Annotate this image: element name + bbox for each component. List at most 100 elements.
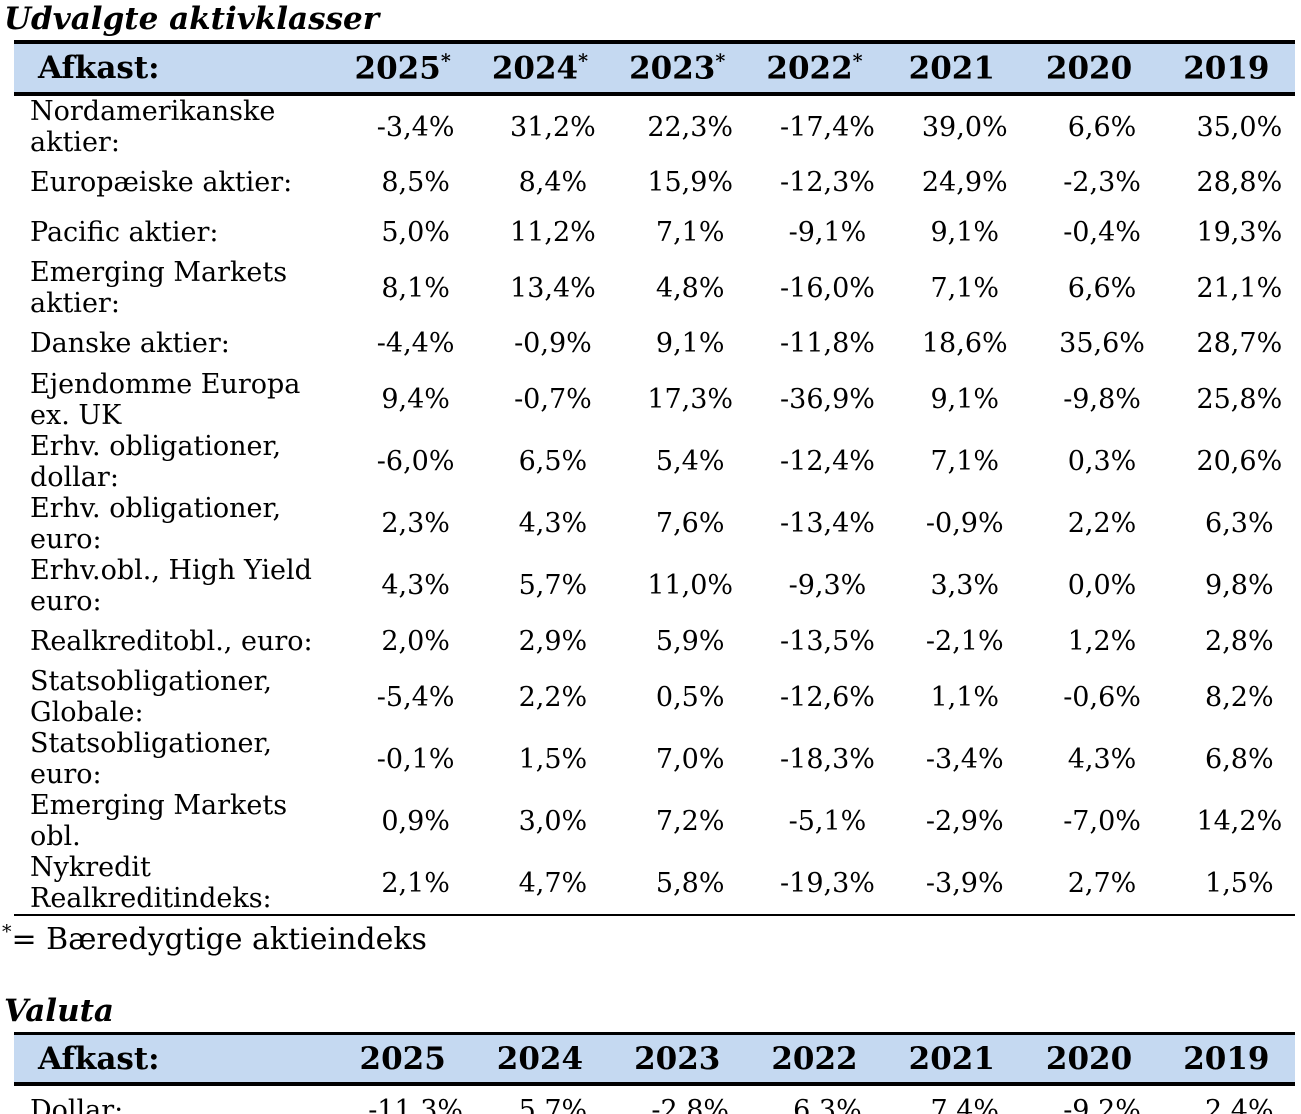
value-cell: 4,7% [471,852,609,916]
value-cell: 5,0% [381,216,450,248]
value-cell: -17,4% [780,111,875,143]
value-cell: 22,3% [647,111,734,143]
value-cell: 1,5% [1157,852,1295,916]
table-row: Pacific aktier: 5,0% 11,2% 7,1% -9,1% 9,… [14,208,1295,258]
value-cell: 14,2% [1196,805,1283,837]
row-label: Danske aktier: [30,328,230,360]
table-row: Erhv. obligationer, dollar: -6,0% 6,5% 5… [14,431,1295,493]
value-cell: 11,2% [510,216,596,248]
asset-header-label: Afkast: [14,40,334,96]
value-cell: -0,9% [925,508,1004,539]
row-label: Pacific aktier: [30,216,219,248]
table-row: Nordamerikanske aktier: -3,4% 31,2% 22,3… [14,94,1295,158]
value-cell: 5,9% [655,625,725,657]
table-row: Emerging Markets aktier: 8,1% 13,4% 4,8%… [14,257,1295,319]
value-cell: 11,0% [647,570,734,601]
value-cell: 9,1% [930,216,1000,248]
table-row: Statsobligationer, euro: -0,1% 1,5% 7,0%… [14,728,1295,790]
currency-header-year: 2022 [745,1032,884,1086]
value-cell: 2,3% [381,508,450,539]
value-cell: 9,1% [930,384,1000,415]
value-cell: 6,6% [1067,111,1137,143]
value-cell: 35,0% [1196,111,1283,143]
value-cell: 5,7% [518,570,588,601]
value-cell: 2,1% [334,852,472,916]
value-cell: 21,1% [1196,272,1283,304]
value-cell: 28,7% [1196,328,1283,360]
value-cell: -7,0% [1063,805,1141,837]
value-cell: -2,8% [651,1094,730,1114]
value-cell: -2,9% [925,805,1004,837]
value-cell: -4,4% [376,328,455,360]
row-label: Statsobligationer, euro: [30,728,272,790]
value-cell: -16,0% [780,272,875,304]
value-cell: 24,9% [921,167,1008,199]
value-cell: 4,8% [655,272,725,304]
asset-header-year: 2020 [1020,40,1158,96]
value-cell: 20,6% [1196,446,1283,477]
value-cell: -3,9% [883,852,1021,916]
row-label: Emerging Markets aktier: [30,257,288,319]
value-cell: 2,2% [1067,508,1137,539]
table-row: Erhv.obl., High Yield euro: 4,3% 5,7% 11… [14,555,1295,617]
value-cell: 7,2% [655,805,725,837]
value-cell: -0,6% [1063,681,1141,713]
table-row: Emerging Markets obl. 0,9% 3,0% 7,2% -5,… [14,790,1295,852]
value-cell: -6,0% [376,446,455,477]
currency-header-year: 2024 [471,1032,609,1086]
value-cell: 9,1% [655,328,725,360]
value-cell: 1,5% [518,743,588,775]
value-cell: 13,4% [510,272,596,304]
footnote-asterisk: * [715,49,726,72]
value-cell: 4,3% [1067,743,1137,775]
value-cell: 2,2% [518,681,588,713]
row-label: Nykredit Realkreditindeks: [14,852,334,916]
value-cell: 7,6% [655,508,725,539]
value-cell: 8,1% [381,272,450,304]
value-cell: -9,2% [1063,1094,1141,1114]
value-cell: 9,4% [381,384,450,415]
table-row: Dollar: -11,3% 5,7% -2,8% 6,3% 7,4% -9,2… [14,1084,1295,1114]
value-cell: 1,1% [930,681,1000,713]
footnote-text: = Bæredygtige aktieindeks [11,922,427,957]
value-cell: -13,5% [780,625,875,657]
asset-header-row: Afkast: 2025* 2024* 2023* 2022* 2021 202… [14,40,1295,96]
table-row: Realkreditobl., euro: 2,0% 2,9% 5,9% -13… [14,617,1295,667]
value-cell: 5,4% [655,446,725,477]
value-cell: 7,4% [930,1094,1000,1114]
asset-table-title: Udvalgte aktivklasser [4,1,380,37]
value-cell: 19,3% [1196,216,1283,248]
table-row: Europæiske aktier: 8,5% 8,4% 15,9% -12,3… [14,158,1295,208]
currency-returns-table: Afkast: 2025 2024 2023 2022 2021 2020 20… [14,1032,1295,1114]
value-cell: -0,7% [514,384,592,415]
value-cell: -0,4% [1063,216,1141,248]
currency-header-year: 2019 [1157,1032,1295,1086]
table-row: Ejendomme Europa ex. UK 9,4% -0,7% 17,3%… [14,369,1295,431]
value-cell: -18,3% [780,743,875,775]
value-cell: 4,3% [381,570,450,601]
table-row: Danske aktier: -4,4% -0,9% 9,1% -11,8% 1… [14,319,1295,369]
currency-header-label: Afkast: [14,1032,334,1086]
value-cell: -12,3% [780,167,875,199]
row-label: Erhv. obligationer, euro: [30,492,282,555]
value-cell: -11,8% [780,328,875,360]
row-label: Dollar: [30,1094,124,1114]
value-cell: 17,3% [647,384,734,415]
value-cell: 25,8% [1196,384,1283,415]
value-cell: -9,1% [788,216,867,248]
row-label: Erhv.obl., High Yield euro: [30,554,312,617]
row-label: Erhv. obligationer, dollar: [30,430,282,493]
table-row: Erhv. obligationer, euro: 2,3% 4,3% 7,6%… [14,493,1295,555]
value-cell: 2,9% [518,625,588,657]
currency-header-year: 2020 [1020,1032,1158,1086]
value-cell: 7,0% [655,743,725,775]
asset-header-year: 2025* [334,40,472,96]
table-row: Nykredit Realkreditindeks: 2,1% 4,7% 5,8… [14,852,1295,916]
row-label: Statsobligationer, Globale: [30,666,272,728]
row-label: Ejendomme Europa ex. UK [30,368,301,431]
asset-header-year: 2022* [745,40,884,96]
value-cell: 5,8% [608,852,746,916]
table-row: Statsobligationer, Globale: -5,4% 2,2% 0… [14,666,1295,728]
asset-header-year: 2024* [471,40,609,96]
value-cell: -13,4% [780,508,875,539]
